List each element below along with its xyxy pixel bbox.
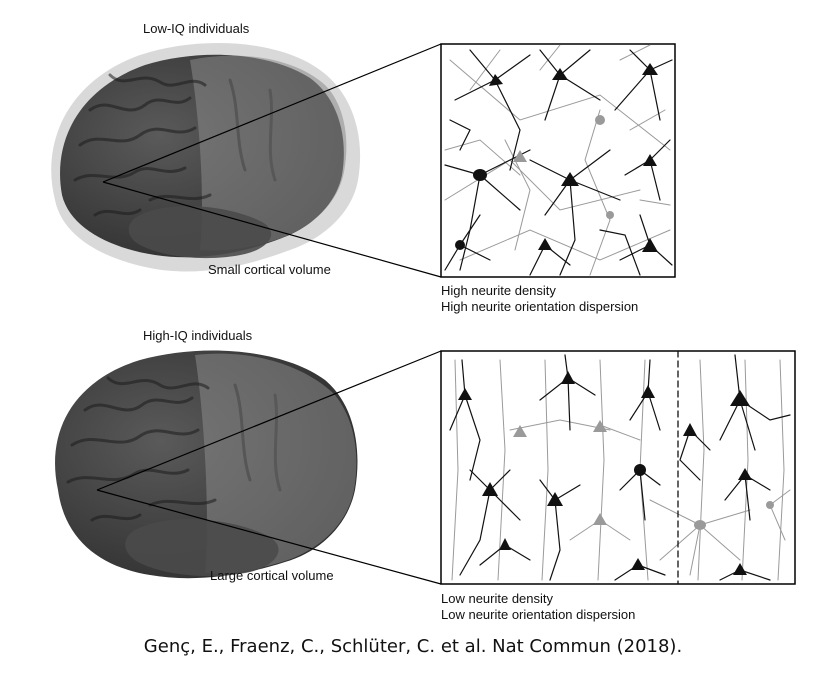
top-group-label: Low-IQ individuals xyxy=(143,21,250,36)
bottom-caption: Low neurite density Low neurite orientat… xyxy=(441,591,635,623)
bottom-zoom-line-lower xyxy=(96,489,442,585)
top-caption-line2: High neurite orientation dispersion xyxy=(441,299,639,314)
top-neuron-panel xyxy=(440,43,676,278)
top-zoom-line-upper xyxy=(102,43,442,183)
top-brain-translucent xyxy=(190,55,347,251)
bottom-panel-frame xyxy=(440,350,796,585)
top-brain xyxy=(51,43,361,272)
bottom-volume-label: Large cortical volume xyxy=(210,568,334,583)
bottom-group-label: High-IQ individuals xyxy=(143,328,253,343)
bottom-brain xyxy=(55,350,358,579)
bottom-brain-temporal-lobe xyxy=(125,519,279,577)
bottom-caption-line1: Low neurite density xyxy=(441,591,554,606)
zoom-lines xyxy=(96,43,442,585)
bottom-caption-line2: Low neurite orientation dispersion xyxy=(441,607,636,622)
bottom-zoom-line-upper xyxy=(96,350,442,491)
top-volume-label: Small cortical volume xyxy=(208,262,331,277)
top-caption-line1: High neurite density xyxy=(441,283,556,298)
bottom-neuron-panel xyxy=(440,350,796,585)
citation: Genç, E., Fraenz, C., Schlüter, C. et al… xyxy=(143,636,683,657)
top-caption: High neurite density High neurite orient… xyxy=(441,283,638,315)
top-zoom-line-lower xyxy=(102,181,442,278)
bottom-brain-translucent xyxy=(195,353,357,574)
